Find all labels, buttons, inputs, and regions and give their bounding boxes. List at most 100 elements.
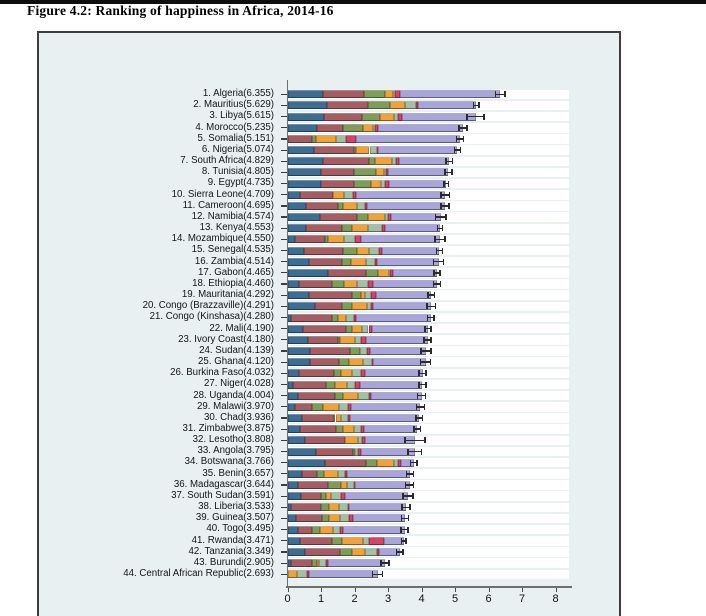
- bar-segment-healthy-life-expectancy: [339, 547, 352, 556]
- bar-segment-perceptions-of-corruption: [361, 436, 365, 445]
- bar-segment-healthy-life-expectancy: [342, 224, 353, 233]
- bar-segment-freedom-to-make-life-choices: [316, 559, 319, 568]
- y-tick-mark: [281, 261, 287, 263]
- bar-segment-generosity: [404, 101, 417, 110]
- country-label: 11. Cameroon(4.695): [182, 199, 274, 211]
- bar-segment-social-support: [307, 335, 338, 344]
- bar-segment-freedom-to-make-life-choices: [352, 224, 368, 233]
- bar-segment-freedom-to-make-life-choices: [323, 402, 339, 411]
- bar-segment-social-support: [300, 492, 321, 501]
- error-bar-cap: [423, 336, 425, 343]
- bar-segment-social-support: [301, 469, 317, 478]
- bar-segment-perceptions-of-corruption: [340, 492, 345, 501]
- error-bar-cap: [441, 225, 444, 232]
- bar-segment-perceptions-of-corruption: [339, 525, 343, 534]
- bar-segment-perceptions-of-corruption: [416, 101, 419, 110]
- bar-segment-perceptions-of-corruption: [378, 246, 383, 255]
- error-bar-cap: [445, 214, 447, 221]
- bar-segment-healthy-life-expectancy: [316, 469, 324, 478]
- bar-segment-dystopia-residual: [392, 268, 438, 277]
- bar-segment-dystopia-residual: [378, 123, 463, 132]
- bar-segment-gdp-per-capita: [287, 559, 291, 568]
- error-bar-line: [401, 517, 409, 520]
- bar-segment-generosity: [352, 369, 361, 378]
- bar-segment-perceptions-of-corruption: [397, 458, 402, 467]
- bar-segment-freedom-to-make-life-choices: [328, 514, 341, 523]
- y-tick-mark: [281, 428, 287, 430]
- x-axis-line: [286, 586, 572, 588]
- y-tick-mark: [281, 529, 287, 531]
- error-bar-cap: [409, 504, 411, 511]
- error-bar-line: [427, 294, 435, 296]
- row-stripe: [287, 524, 569, 535]
- bar-segment-perceptions-of-corruption: [349, 514, 353, 523]
- bar-segment-freedom-to-make-life-choices: [362, 123, 373, 132]
- bar-segment-healthy-life-expectancy: [287, 570, 289, 579]
- bar-segment-gdp-per-capita: [287, 112, 325, 121]
- country-label: 21. Congo (Kinshasa)(4.280): [149, 311, 274, 323]
- bar-segment-perceptions-of-corruption: [382, 224, 385, 233]
- x-tick-mark: [321, 587, 323, 592]
- row-stripe: [287, 558, 569, 568]
- bar-segment-generosity: [297, 570, 307, 579]
- country-label: 30. Chad(3.936): [203, 411, 274, 423]
- bar-segment-social-support: [316, 123, 343, 132]
- bar-segment-generosity: [340, 514, 350, 523]
- country-label: 4. Morocco(5.235): [195, 121, 274, 133]
- country-label: 18. Ethiopia(4.460): [192, 277, 274, 289]
- bar-segment-social-support: [320, 179, 355, 188]
- bar-segment-generosity: [360, 347, 367, 356]
- bar-segment-dystopia-residual: [366, 201, 445, 210]
- bar-segment-social-support: [291, 503, 321, 512]
- error-bar-cap: [401, 504, 403, 511]
- error-bar-cap: [442, 258, 445, 265]
- bar-segment-perceptions-of-corruption: [368, 324, 372, 333]
- row-stripe: [287, 513, 569, 524]
- bar-segment-healthy-life-expectancy: [322, 514, 329, 523]
- bar-segment-dystopia-residual: [360, 447, 415, 456]
- error-bar-line: [458, 127, 467, 129]
- y-tick-mark: [281, 517, 287, 520]
- bar-segment-generosity: [366, 302, 371, 311]
- error-bar-line: [372, 573, 383, 576]
- error-bar-cap: [434, 303, 437, 310]
- bar-segment-perceptions-of-corruption: [361, 335, 366, 344]
- bar-segment-dystopia-residual: [359, 380, 423, 389]
- bar-segment-social-support: [322, 90, 365, 99]
- error-bar-cap: [435, 247, 438, 254]
- error-bar-cap: [440, 191, 442, 198]
- bar-segment-perceptions-of-corruption: [364, 201, 367, 210]
- bar-segment-dystopia-residual: [373, 280, 437, 289]
- bar-segment-generosity: [338, 402, 349, 411]
- bar-segment-gdp-per-capita: [287, 146, 314, 155]
- error-bar-cap: [400, 526, 402, 533]
- country-label: 43. Burundi(2.905): [193, 556, 274, 568]
- bar-segment-freedom-to-make-life-choices: [371, 179, 381, 188]
- error-bar-cap: [412, 482, 415, 488]
- bar-segment-perceptions-of-corruption: [387, 213, 392, 222]
- error-bar-cap: [395, 548, 398, 555]
- bar-segment-generosity: [337, 469, 345, 478]
- country-label: 3. Libya(5.615): [209, 110, 274, 122]
- country-label: 32. Lesotho(3.808): [192, 434, 274, 446]
- bar-segment-gdp-per-capita: [287, 224, 307, 233]
- bar-segment-dystopia-residual: [384, 536, 404, 545]
- bar-segment-social-support: [320, 168, 355, 177]
- bar-segment-dystopia-residual: [365, 436, 416, 445]
- row-stripe: [287, 457, 569, 468]
- country-label: 28. Uganda(4.004): [193, 389, 274, 401]
- bar-segment-social-support: [288, 134, 313, 143]
- bar-segment-gdp-per-capita: [287, 425, 301, 434]
- bar-segment-social-support: [324, 112, 363, 121]
- bar-segment-gdp-per-capita: [287, 246, 304, 255]
- y-tick-mark: [281, 227, 287, 229]
- error-bar-cap: [420, 348, 422, 355]
- bar-segment-freedom-to-make-life-choices: [344, 436, 358, 445]
- bar-segment-healthy-life-expectancy: [350, 347, 360, 356]
- error-bar-line: [433, 260, 444, 263]
- bar-segment-freedom-to-make-life-choices: [342, 536, 363, 545]
- bar-segment-freedom-to-make-life-choices: [356, 246, 370, 255]
- bar-segment-social-support: [300, 425, 337, 434]
- error-bar-line: [410, 461, 417, 464]
- error-bar-cap: [430, 336, 432, 343]
